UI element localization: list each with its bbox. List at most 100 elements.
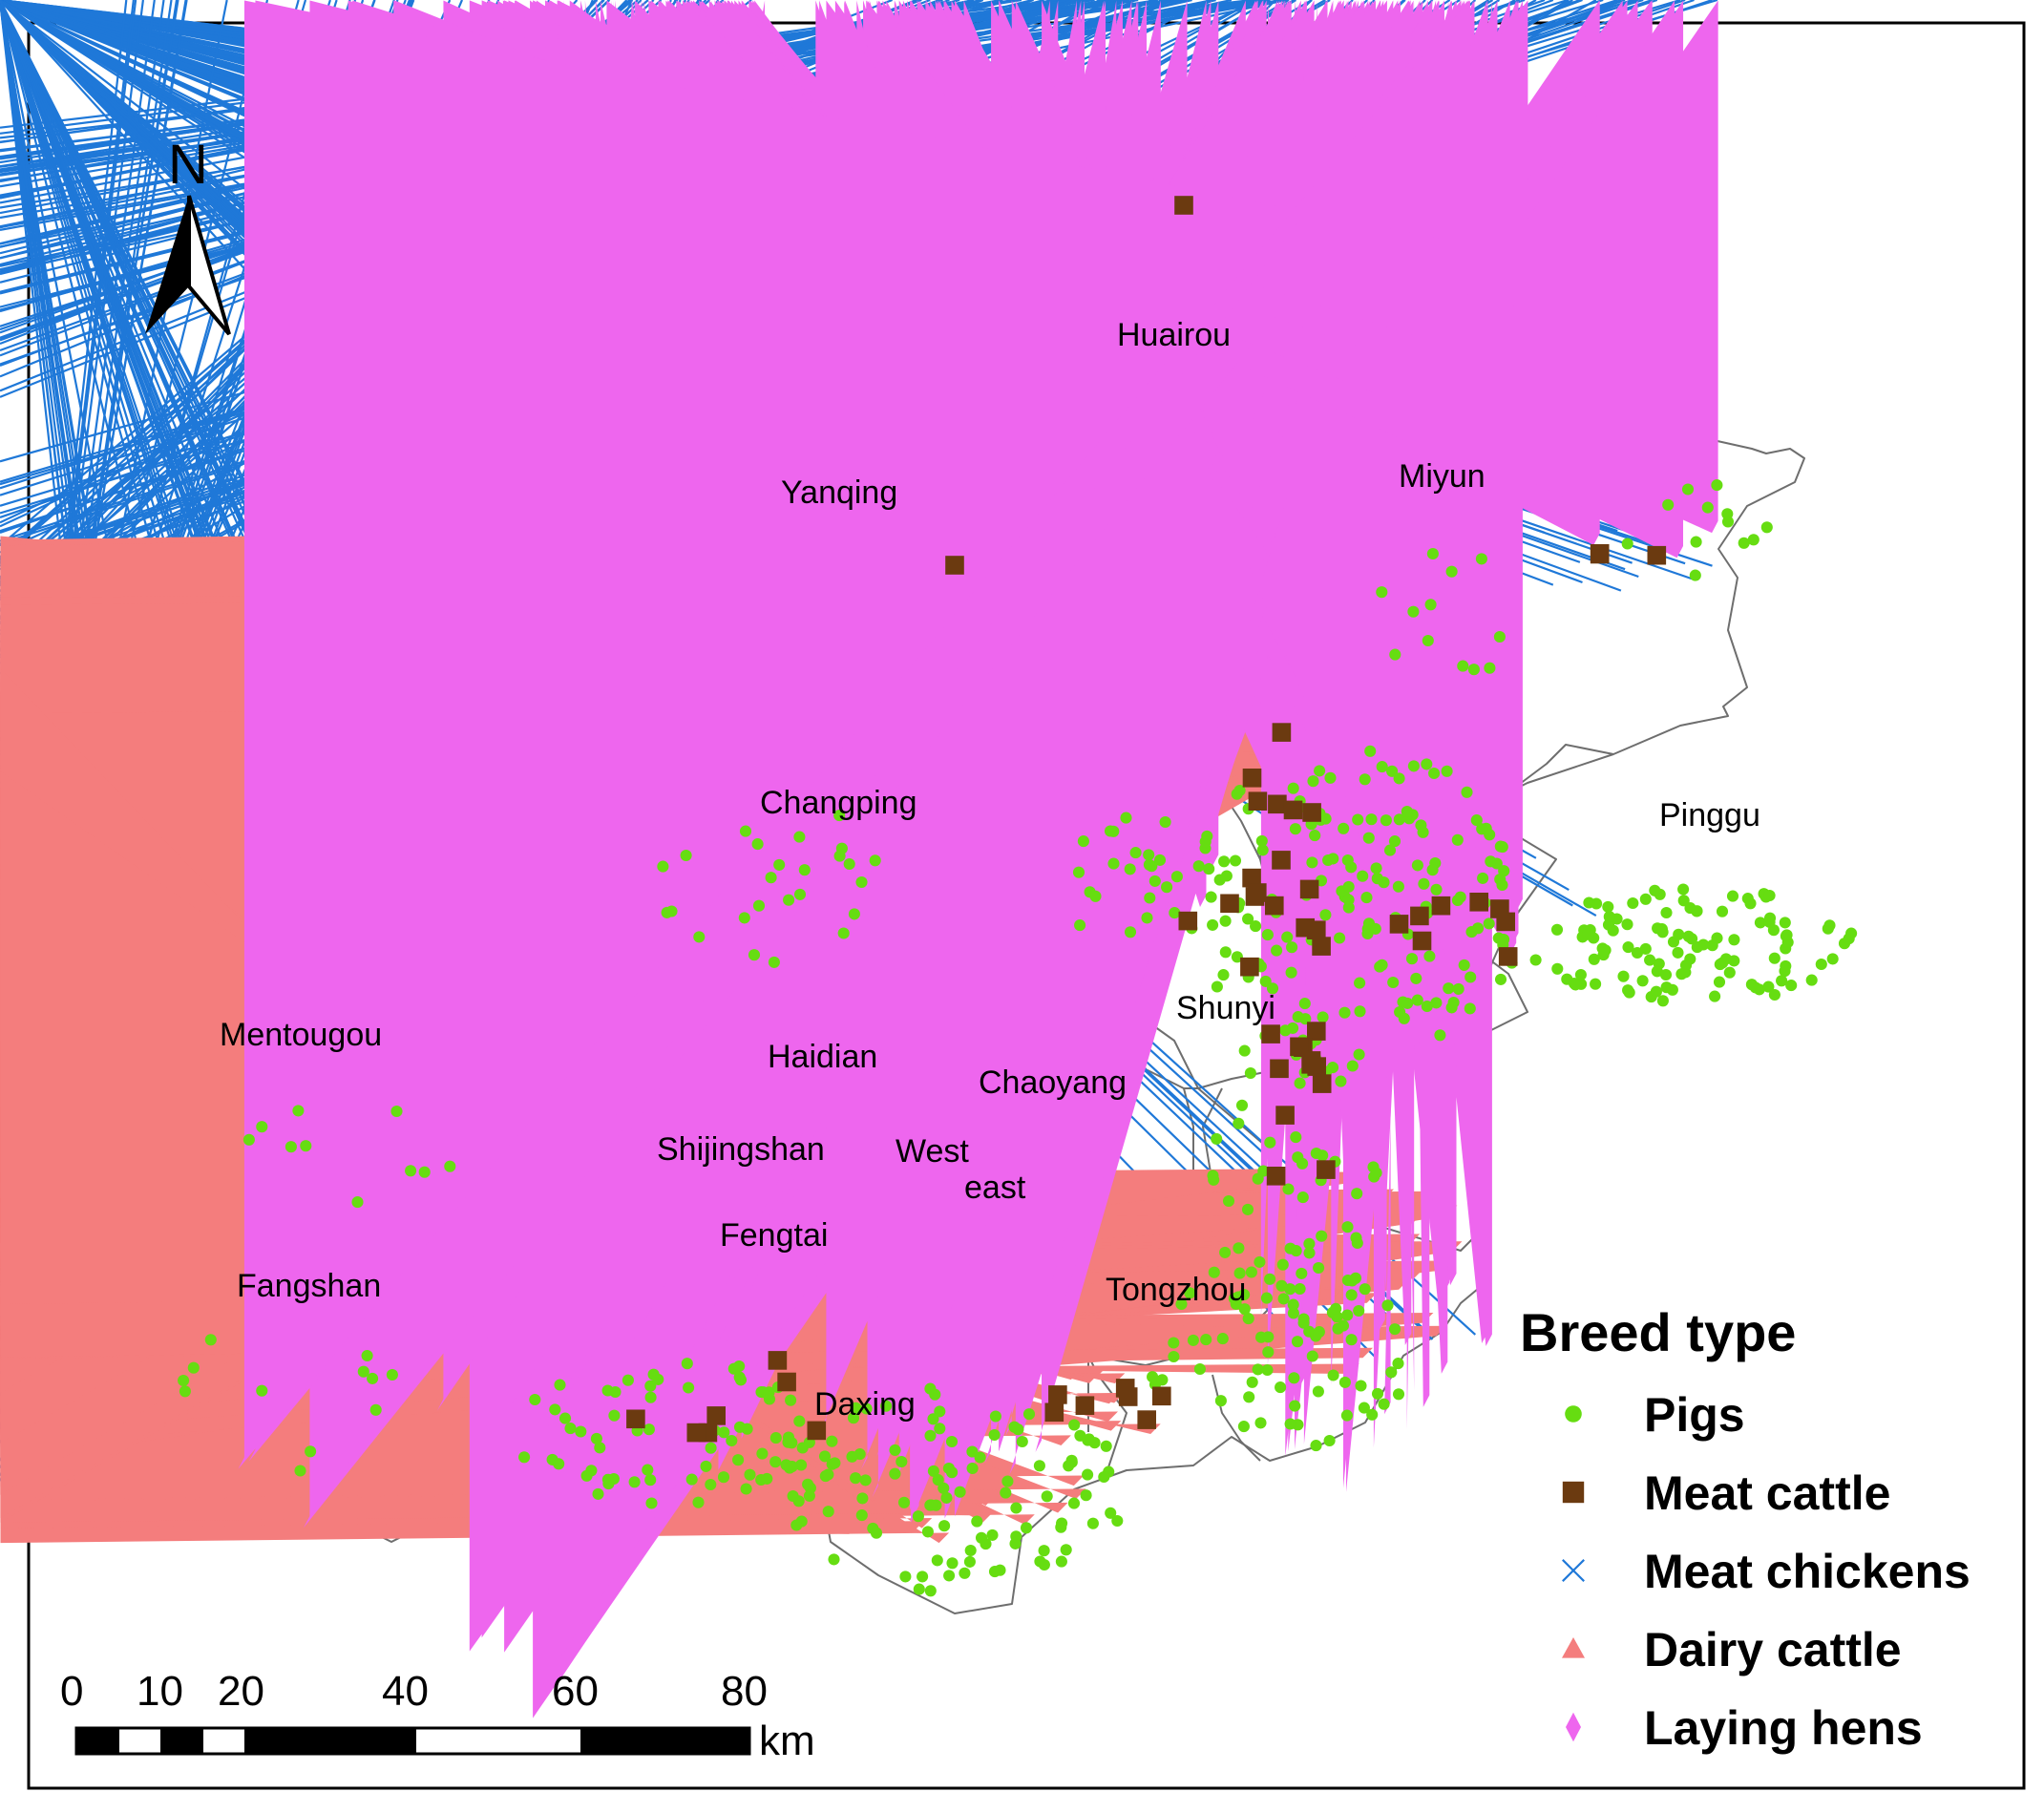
point-pigs (734, 1374, 748, 1386)
point-pigs (1211, 1132, 1223, 1145)
point-meat_cattle (1220, 894, 1239, 914)
district-label-shunyi: Shunyi (1176, 990, 1275, 1026)
point-pigs (1424, 599, 1437, 611)
point-pigs (1570, 979, 1582, 991)
point-pigs (927, 1465, 939, 1477)
point-meat_cattle (777, 1372, 796, 1392)
point-pigs (1241, 1203, 1254, 1215)
point-pigs (1394, 1005, 1406, 1019)
point-pigs (1644, 954, 1656, 966)
point-pigs (940, 1491, 953, 1504)
point-pigs (1250, 920, 1262, 933)
point-meat_cattle (1307, 1022, 1326, 1041)
point-pigs (1423, 950, 1436, 962)
point-pigs (963, 1555, 976, 1568)
point-pigs (897, 1496, 911, 1508)
point-pigs (1001, 1475, 1014, 1487)
point-pigs (1359, 773, 1371, 786)
point-pigs (292, 1105, 305, 1117)
point-pigs (1529, 954, 1542, 966)
district-label-changping: Changping (760, 785, 917, 821)
point-pigs (1243, 1391, 1255, 1403)
point-pigs (1781, 929, 1793, 941)
point-pigs (1275, 1279, 1288, 1292)
point-pigs (1205, 891, 1217, 903)
point-pigs (748, 949, 761, 961)
north-arrow-label: N (168, 134, 208, 196)
point-pigs (1338, 1376, 1351, 1388)
point-pigs (1550, 923, 1564, 936)
point-pigs (1776, 975, 1788, 987)
point-pigs (740, 1483, 752, 1495)
point-meat_cattle (1137, 1410, 1156, 1429)
point-pigs (1100, 1440, 1112, 1452)
point-pigs (608, 1409, 621, 1422)
point-pigs (847, 1412, 860, 1424)
point-pigs (1590, 978, 1602, 990)
point-pigs (1826, 953, 1839, 965)
point-pigs (1691, 941, 1703, 954)
point-pigs (1264, 1273, 1276, 1285)
point-pigs (1309, 830, 1321, 842)
point-pigs (988, 1566, 1001, 1578)
point-meat_cattle (626, 1409, 645, 1429)
point-pigs (1298, 998, 1311, 1010)
legend-label-dairy_cattle: Dairy cattle (1644, 1623, 1902, 1676)
point-pigs (1216, 1333, 1229, 1345)
point-meat_cattle (768, 1351, 788, 1370)
point-pigs (1371, 873, 1383, 885)
point-pigs (1823, 919, 1836, 932)
point-pigs (880, 1400, 893, 1412)
point-pigs (1681, 483, 1695, 495)
point-pigs (1292, 1011, 1304, 1023)
point-pigs (924, 1429, 937, 1442)
point-pigs (1426, 547, 1439, 560)
point-pigs (1238, 1289, 1251, 1301)
point-pigs (1161, 881, 1173, 894)
point-pigs (912, 1510, 924, 1523)
point-pigs (204, 1334, 217, 1346)
point-pigs (938, 1482, 950, 1494)
point-meat_cattle (945, 556, 964, 575)
point-pigs (924, 1382, 937, 1395)
point-pigs (1441, 765, 1453, 777)
district-label-fengtai: Fengtai (720, 1217, 828, 1254)
point-pigs (549, 1403, 561, 1416)
point-pigs (946, 1466, 959, 1479)
point-pigs (1080, 1489, 1092, 1502)
point-pigs (685, 1473, 698, 1486)
point-pigs (1254, 1331, 1268, 1343)
point-pigs (946, 1557, 959, 1570)
point-meat_cattle (1242, 868, 1261, 888)
point-pigs (1242, 1313, 1254, 1325)
point-pigs (1388, 1323, 1401, 1336)
point-pigs (1721, 508, 1734, 520)
point-pigs (1010, 1502, 1022, 1514)
point-pigs (1207, 918, 1219, 931)
point-pigs (1744, 897, 1757, 910)
point-pigs (1805, 974, 1818, 986)
point-meat_cattle (1496, 912, 1515, 932)
point-pigs (1144, 892, 1156, 904)
point-pigs (305, 1445, 317, 1458)
point-pigs (751, 838, 764, 851)
point-pigs (1310, 1330, 1322, 1342)
point-pigs (518, 1451, 531, 1464)
point-pigs (1760, 521, 1773, 534)
point-pigs (1317, 1011, 1329, 1023)
point-pigs (954, 1486, 966, 1498)
point-pigs (554, 1379, 566, 1391)
point-pigs (727, 1362, 740, 1375)
point-pigs (1365, 813, 1378, 826)
point-pigs (692, 1496, 705, 1508)
point-meat_cattle (686, 1423, 706, 1443)
point-pigs (1254, 1417, 1267, 1429)
point-pigs (793, 888, 807, 900)
point-pigs (1203, 863, 1215, 875)
legend-label-meat_cattle: Meat cattle (1644, 1466, 1890, 1520)
point-pigs (980, 1538, 992, 1550)
point-pigs (1477, 872, 1489, 884)
point-pigs (1389, 648, 1401, 661)
point-pigs (768, 956, 780, 968)
point-pigs (1397, 996, 1409, 1008)
